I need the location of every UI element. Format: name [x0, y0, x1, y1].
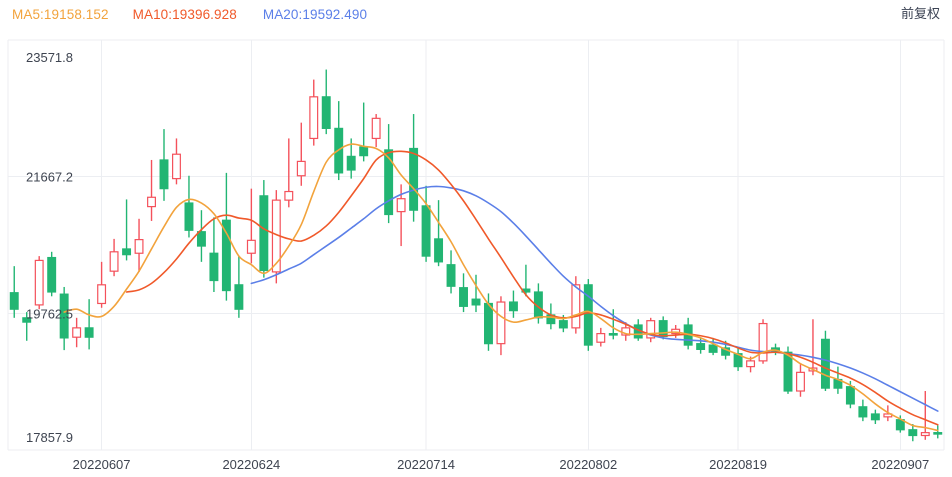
candlestick — [409, 114, 419, 222]
candlestick — [234, 256, 244, 318]
candlestick — [508, 290, 518, 318]
grid-layer — [7, 39, 945, 451]
moving-average-lines — [63, 143, 939, 432]
x-axis-tick-label: 20220607 — [73, 457, 131, 472]
y-axis-labels: 23571.8 21667.2 19762.5 17857.9 — [26, 50, 73, 445]
candlestick — [733, 347, 743, 371]
x-axis-tick-label: 20220624 — [222, 457, 280, 472]
candlestick — [221, 172, 231, 301]
candlestick — [246, 188, 256, 264]
candlestick — [172, 138, 181, 185]
candlestick — [384, 124, 394, 224]
candlestick — [571, 276, 581, 334]
y-axis-tick-label: 23571.8 — [26, 50, 73, 65]
x-axis-tick-label: 20220907 — [871, 457, 929, 472]
candlestick — [446, 250, 456, 294]
y-axis-tick-label: 17857.9 — [26, 430, 73, 445]
candlestick — [147, 159, 156, 221]
candlestick — [47, 251, 57, 297]
candlestick — [596, 327, 606, 347]
candlestick — [196, 210, 206, 262]
candlestick — [109, 238, 119, 277]
y-axis-tick-label: 21667.2 — [26, 170, 73, 185]
candlestick — [371, 114, 381, 148]
candlestick — [321, 69, 331, 135]
candlestick — [84, 299, 94, 350]
candlestick — [583, 279, 593, 351]
x-axis-tick-label: 20220819 — [709, 457, 767, 472]
candlestick — [72, 317, 82, 348]
candlestick — [296, 122, 306, 186]
ma10-line — [125, 150, 939, 426]
x-axis-tick-label: 20220802 — [559, 457, 617, 472]
candlestick — [933, 425, 943, 439]
candlestick — [59, 286, 69, 351]
candlestick — [484, 293, 493, 351]
candlestick — [471, 274, 481, 313]
candlestick — [346, 138, 356, 179]
y-axis-tick-label: 19762.5 — [26, 306, 73, 321]
candlestick — [758, 319, 768, 364]
candlestick — [908, 424, 918, 442]
x-axis-tick-label: 20220714 — [397, 457, 455, 472]
candlestick — [459, 273, 468, 313]
ma5-line — [63, 143, 939, 432]
candlestick — [271, 190, 281, 284]
candlestick — [184, 175, 194, 238]
candlestick — [608, 309, 618, 340]
candlestick — [309, 79, 319, 146]
candlestick — [421, 185, 431, 262]
ma20-line — [250, 185, 939, 412]
candlestick — [334, 101, 344, 181]
candlestick — [209, 217, 219, 292]
candlestick-series — [9, 69, 943, 442]
candlestick — [122, 199, 132, 261]
candlestick — [34, 256, 44, 310]
x-axis-labels: 20220607 20220624 20220714 20220802 20220819… — [73, 457, 930, 472]
candlestick — [134, 218, 144, 272]
candlestick — [708, 337, 718, 356]
candlestick — [434, 200, 444, 267]
candlestick — [796, 363, 805, 397]
candlestick — [9, 266, 19, 318]
candlestick — [159, 129, 169, 201]
candlestick — [858, 399, 868, 422]
candlestick — [97, 261, 107, 308]
price-adjustment-label[interactable]: 前复权 — [900, 7, 940, 22]
candlestick — [920, 391, 930, 440]
candlestick — [496, 296, 506, 356]
candlestick — [646, 317, 656, 343]
candlestick — [870, 409, 880, 425]
candlestick — [22, 312, 32, 341]
candlestick — [359, 102, 369, 162]
candlestick — [808, 319, 818, 376]
candlestick — [284, 138, 294, 208]
